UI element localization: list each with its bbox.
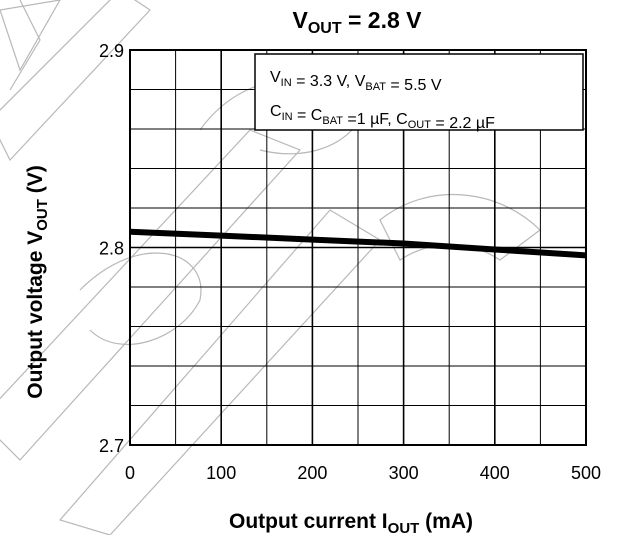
y-tick-label: 2.8: [99, 239, 124, 259]
y-ticks: 2.7 2.8 2.9: [99, 41, 124, 456]
x-tick-label: 500: [571, 463, 601, 483]
legend-box: [254, 53, 584, 131]
y-tick-label: 2.9: [99, 41, 124, 61]
chart-title: VOUT = 2.8 V: [292, 7, 422, 37]
x-ticks: 0 100 200 300 400 500: [125, 463, 601, 483]
x-tick-label: 200: [297, 463, 327, 483]
series-line: [129, 228, 587, 259]
legend-line-1: VIN = 3.3 V, VBAT = 5.5 V: [270, 69, 442, 94]
y-tick-label: 2.7: [99, 436, 124, 456]
x-tick-label: 400: [480, 463, 510, 483]
condition-legend: VIN = 3.3 V, VBAT = 5.5 V CIN = CBAT =1 …: [254, 53, 584, 132]
x-tick-label: 300: [389, 463, 419, 483]
x-axis-label: Output current IOUT (mA): [229, 510, 473, 535]
y-axis-label: Output voltage VOUT (V): [24, 165, 51, 399]
x-tick-label: 100: [206, 463, 236, 483]
x-tick-label: 0: [125, 463, 135, 483]
plot-frame: [129, 49, 587, 446]
legend-line-2: CIN = CBAT =1 µF, COUT = 2.2 µF: [270, 103, 495, 132]
series-layer: [129, 228, 587, 259]
